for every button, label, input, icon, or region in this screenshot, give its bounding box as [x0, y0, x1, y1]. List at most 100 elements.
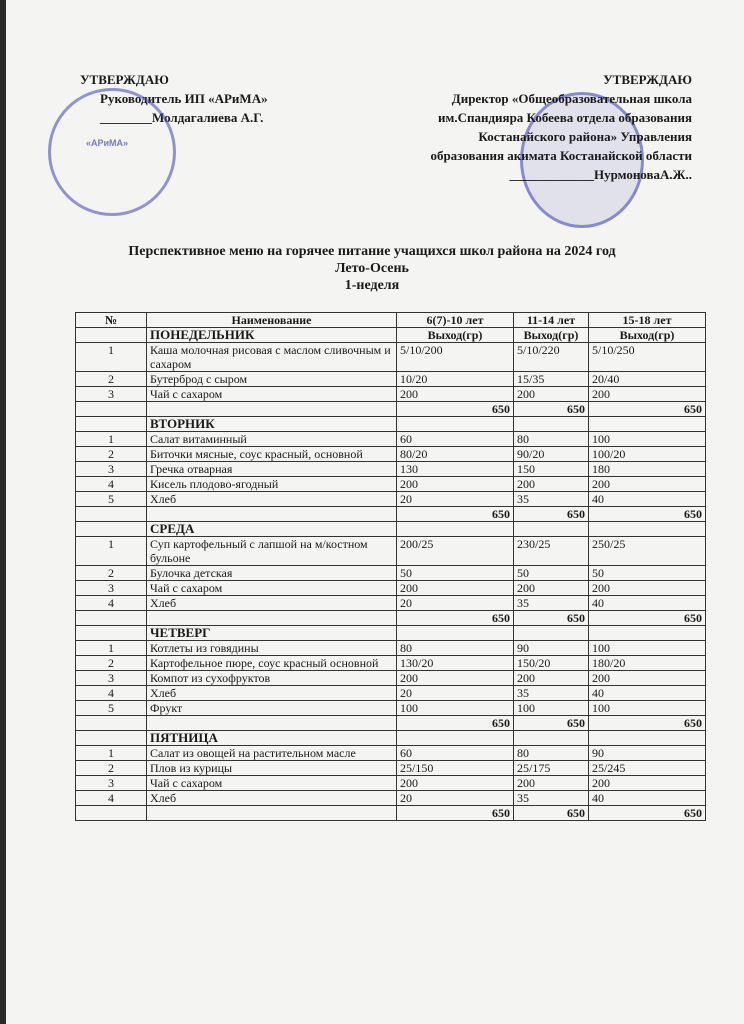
item-number: 1 [75, 431, 147, 447]
item-name: Чай с сахаром [146, 775, 397, 791]
portion-age-3: 40 [588, 685, 706, 701]
portion-age-1: 50 [396, 565, 514, 581]
item-number: 1 [75, 640, 147, 656]
item-number: 5 [75, 700, 147, 716]
total-age-2: 650 [513, 805, 589, 821]
day-row: ВТОРНИК [75, 416, 706, 432]
item-number: 4 [75, 595, 147, 611]
menu-item-row: 2 Плов из курицы 25/150 25/175 25/245 [75, 760, 706, 776]
total-row: 650 650 650 [75, 610, 706, 626]
empty-cell [75, 401, 147, 417]
unit-label: Выход(гр) [588, 327, 706, 343]
portion-age-2: 90/20 [513, 446, 589, 462]
portion-age-3: 40 [588, 595, 706, 611]
portion-age-2: 80 [513, 431, 589, 447]
total-age-2: 650 [513, 401, 589, 417]
empty-cell [396, 625, 514, 641]
portion-age-1: 200 [396, 580, 514, 596]
menu-item-row: 1 Суп картофельный с лапшой на м/костном … [75, 536, 706, 566]
day-name: ПЯТНИЦА [146, 730, 397, 746]
portion-age-3: 25/245 [588, 760, 706, 776]
portion-age-1: 100 [396, 700, 514, 716]
menu-item-row: 5 Хлеб 20 35 40 [75, 491, 706, 507]
total-age-2: 650 [513, 506, 589, 522]
empty-cell [146, 610, 397, 626]
menu-table: № Наименование 6(7)-10 лет 11-14 лет 15-… [75, 312, 706, 821]
empty-cell [396, 416, 514, 432]
portion-age-3: 180 [588, 461, 706, 477]
portion-age-2: 200 [513, 775, 589, 791]
total-age-3: 650 [588, 805, 706, 821]
total-age-1: 650 [396, 610, 514, 626]
portion-age-1: 60 [396, 745, 514, 761]
approver-line: Костанайского района» Управления [478, 129, 692, 144]
portion-age-3: 180/20 [588, 655, 706, 671]
portion-age-2: 200 [513, 386, 589, 402]
total-age-3: 650 [588, 506, 706, 522]
portion-age-3: 100 [588, 700, 706, 716]
menu-item-row: 5 Фрукт 100 100 100 [75, 700, 706, 716]
empty-cell [75, 715, 147, 731]
day-number-cell [75, 521, 147, 537]
total-age-1: 650 [396, 401, 514, 417]
portion-age-1: 25/150 [396, 760, 514, 776]
empty-cell [588, 625, 706, 641]
portion-age-1: 20 [396, 491, 514, 507]
portion-age-3: 200 [588, 580, 706, 596]
item-number: 1 [75, 536, 147, 566]
title-line: Перспективное меню на горячее питание уч… [128, 244, 616, 259]
total-row: 650 650 650 [75, 805, 706, 821]
portion-age-3: 200 [588, 386, 706, 402]
menu-item-row: 4 Хлеб 20 35 40 [75, 595, 706, 611]
item-name: Салат витаминный [146, 431, 397, 447]
total-age-3: 650 [588, 401, 706, 417]
portion-age-2: 200 [513, 670, 589, 686]
item-name: Картофельное пюре, соус красный основной [146, 655, 397, 671]
menu-item-row: 3 Чай с сахаром 200 200 200 [75, 386, 706, 402]
empty-cell [513, 730, 589, 746]
menu-item-row: 1 Салат из овощей на растительном масле 60… [75, 745, 706, 761]
item-name: Биточки мясные, соус красный, основной [146, 446, 397, 462]
portion-age-2: 35 [513, 790, 589, 806]
portion-age-3: 200 [588, 775, 706, 791]
menu-item-row: 3 Чай с сахаром 200 200 200 [75, 775, 706, 791]
approver-line: образования акимата Костанайской области [430, 148, 692, 163]
menu-item-row: 1 Салат витаминный 60 80 100 [75, 431, 706, 447]
header-row: № Наименование 6(7)-10 лет 11-14 лет 15-… [75, 312, 706, 328]
portion-age-1: 5/10/200 [396, 342, 514, 372]
item-number: 2 [75, 565, 147, 581]
portion-age-1: 20 [396, 790, 514, 806]
stamp-left [48, 88, 176, 216]
item-number: 4 [75, 790, 147, 806]
portion-age-2: 35 [513, 491, 589, 507]
item-name: Котлеты из говядины [146, 640, 397, 656]
item-number: 5 [75, 491, 147, 507]
item-number: 2 [75, 655, 147, 671]
item-name: Хлеб [146, 491, 397, 507]
day-name: ПОНЕДЕЛЬНИК [146, 327, 397, 343]
portion-age-2: 200 [513, 476, 589, 492]
portion-age-1: 60 [396, 431, 514, 447]
empty-cell [396, 730, 514, 746]
portion-age-1: 130 [396, 461, 514, 477]
item-number: 4 [75, 476, 147, 492]
empty-cell [146, 805, 397, 821]
item-number: 1 [75, 342, 147, 372]
item-name: Хлеб [146, 685, 397, 701]
portion-age-2: 90 [513, 640, 589, 656]
menu-item-row: 2 Булочка детская 50 50 50 [75, 565, 706, 581]
portion-age-1: 200 [396, 476, 514, 492]
unit-label: Выход(гр) [396, 327, 514, 343]
total-age-3: 650 [588, 715, 706, 731]
item-number: 2 [75, 760, 147, 776]
item-name: Фрукт [146, 700, 397, 716]
total-row: 650 650 650 [75, 506, 706, 522]
portion-age-1: 200 [396, 775, 514, 791]
item-name: Чай с сахаром [146, 386, 397, 402]
empty-cell [396, 521, 514, 537]
portion-age-2: 150 [513, 461, 589, 477]
title-week: 1-неделя [344, 278, 400, 293]
empty-cell [513, 625, 589, 641]
menu-item-row: 4 Хлеб 20 35 40 [75, 790, 706, 806]
day-number-cell [75, 625, 147, 641]
